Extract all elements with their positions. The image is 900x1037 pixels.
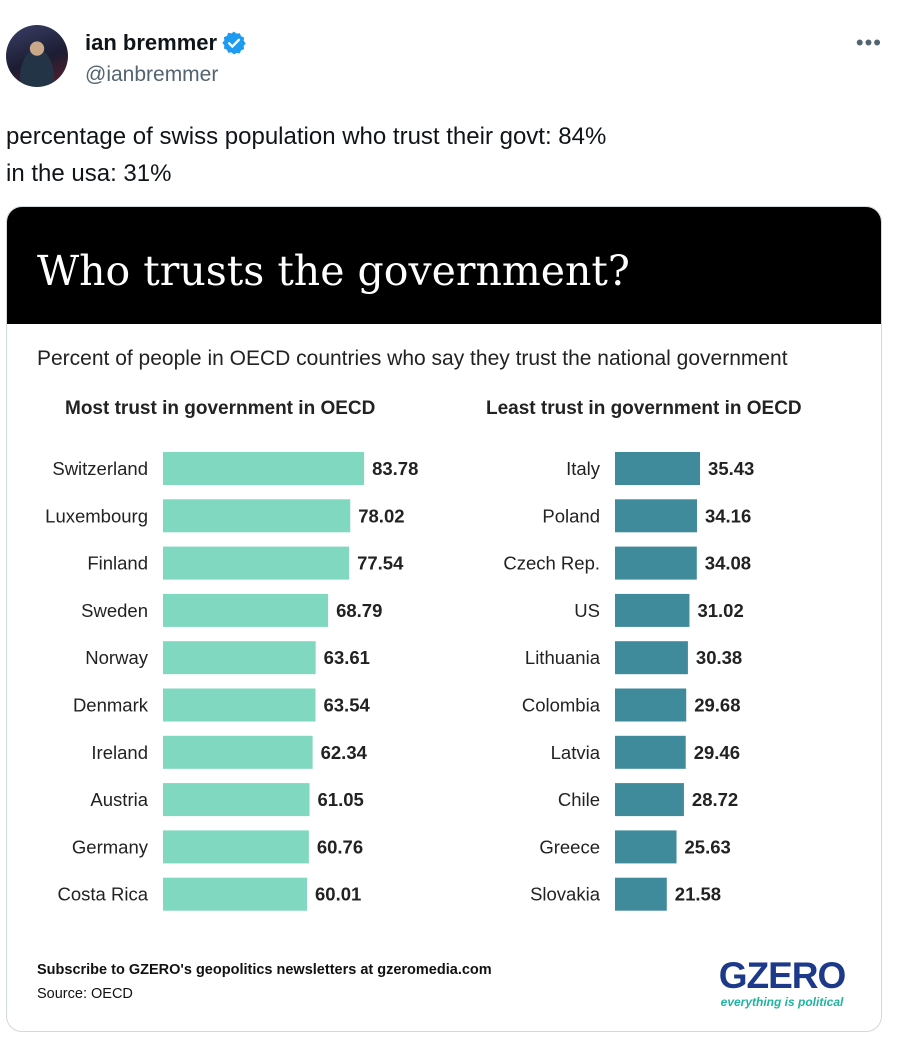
least-category-label: Lithuania [525,647,601,668]
least-bar [615,546,697,580]
most-bar [163,546,350,580]
least-value-label: 29.46 [694,742,740,763]
most-bar [163,499,351,533]
left-chart-title: Most trust in government in OECD [65,398,376,419]
most-category-label: Germany [72,836,149,857]
author-name-text: ian bremmer [85,30,218,55]
most-category-label: Finland [87,553,148,574]
most-category-label: Costa Rica [58,884,149,905]
most-bar [163,783,310,817]
least-bar [615,452,701,485]
least-category-label: Czech Rep. [503,553,600,574]
logo-word: GZERO [718,955,847,996]
avatar[interactable] [6,25,68,87]
least-bar [615,641,688,675]
most-bar [163,735,313,769]
least-category-label: Slovakia [530,884,601,905]
least-category-label: Greece [539,836,600,857]
card-banner: Who trusts the government? [7,207,881,324]
tweet-text: percentage of swiss population who trust… [6,118,606,192]
least-category-label: Chile [558,789,600,810]
most-value-label: 78.02 [358,505,404,526]
most-category-label: Austria [90,789,148,810]
least-bar [615,688,687,722]
most-category-label: Ireland [91,742,148,763]
most-category-label: Switzerland [52,458,148,479]
least-value-label: 34.16 [705,505,751,526]
most-value-label: 60.76 [317,836,363,857]
most-category-label: Luxembourg [45,505,148,526]
least-category-label: US [574,600,600,621]
least-value-label: 21.58 [675,884,721,905]
least-value-label: 29.68 [694,695,740,716]
least-value-label: 28.72 [692,789,738,810]
least-value-label: 31.02 [697,600,743,621]
most-value-label: 62.34 [321,742,368,763]
tweet-header: ian bremmer @ianbremmer ••• [0,0,900,110]
tweet-image-card[interactable]: Who trusts the government? Percent of pe… [6,206,882,1032]
most-bar [163,877,308,911]
least-value-label: 25.63 [685,836,731,857]
gzero-logo: GZERO everything is political [707,955,857,1010]
least-category-label: Latvia [551,742,601,763]
most-value-label: 68.79 [336,600,382,621]
logo-tagline: everything is political [720,995,844,1009]
author-handle[interactable]: @ianbremmer [85,63,219,86]
least-category-label: Colombia [522,695,601,716]
right-chart-title: Least trust in government in OECD [486,398,802,419]
least-category-label: Poland [542,505,600,526]
card-title: Who trusts the government? [37,247,630,295]
most-value-label: 63.54 [323,695,370,716]
least-bar [615,783,684,817]
least-value-label: 30.38 [696,647,742,668]
tweet-text-line2: in the usa: 31% [6,160,172,187]
least-value-label: 34.08 [705,553,751,574]
tweet-text-line1: percentage of swiss population who trust… [6,123,607,150]
most-category-label: Norway [85,647,148,668]
most-value-label: 77.54 [357,553,404,574]
most-bar [163,688,316,722]
most-bar [163,593,329,627]
more-options-icon[interactable]: ••• [855,30,882,55]
least-bar [615,593,690,627]
most-value-label: 83.78 [372,458,418,479]
most-value-label: 60.01 [315,884,361,905]
verified-badge-icon [222,31,246,55]
least-bar [615,830,677,864]
author-name[interactable]: ian bremmer [85,30,247,56]
most-bar [163,641,316,675]
least-bar [615,877,667,911]
most-category-label: Sweden [81,600,148,621]
least-value-label: 35.43 [708,458,754,479]
most-bar [163,830,309,864]
most-category-label: Denmark [73,695,149,716]
most-value-label: 63.61 [324,647,370,668]
most-value-label: 61.05 [318,789,364,810]
least-category-label: Italy [566,458,601,479]
most-bar [163,452,365,485]
least-bar [615,499,697,533]
least-bar [615,735,686,769]
footer-source: Source: OECD [37,986,133,1002]
footer-subscribe-text: Subscribe to GZERO's geopolitics newslet… [37,962,492,978]
bar-charts: Switzerland 83.78 Luxembourg 78.02 Finland 77… [45,452,754,911]
card-subtitle: Percent of people in OECD countries who … [37,347,788,370]
